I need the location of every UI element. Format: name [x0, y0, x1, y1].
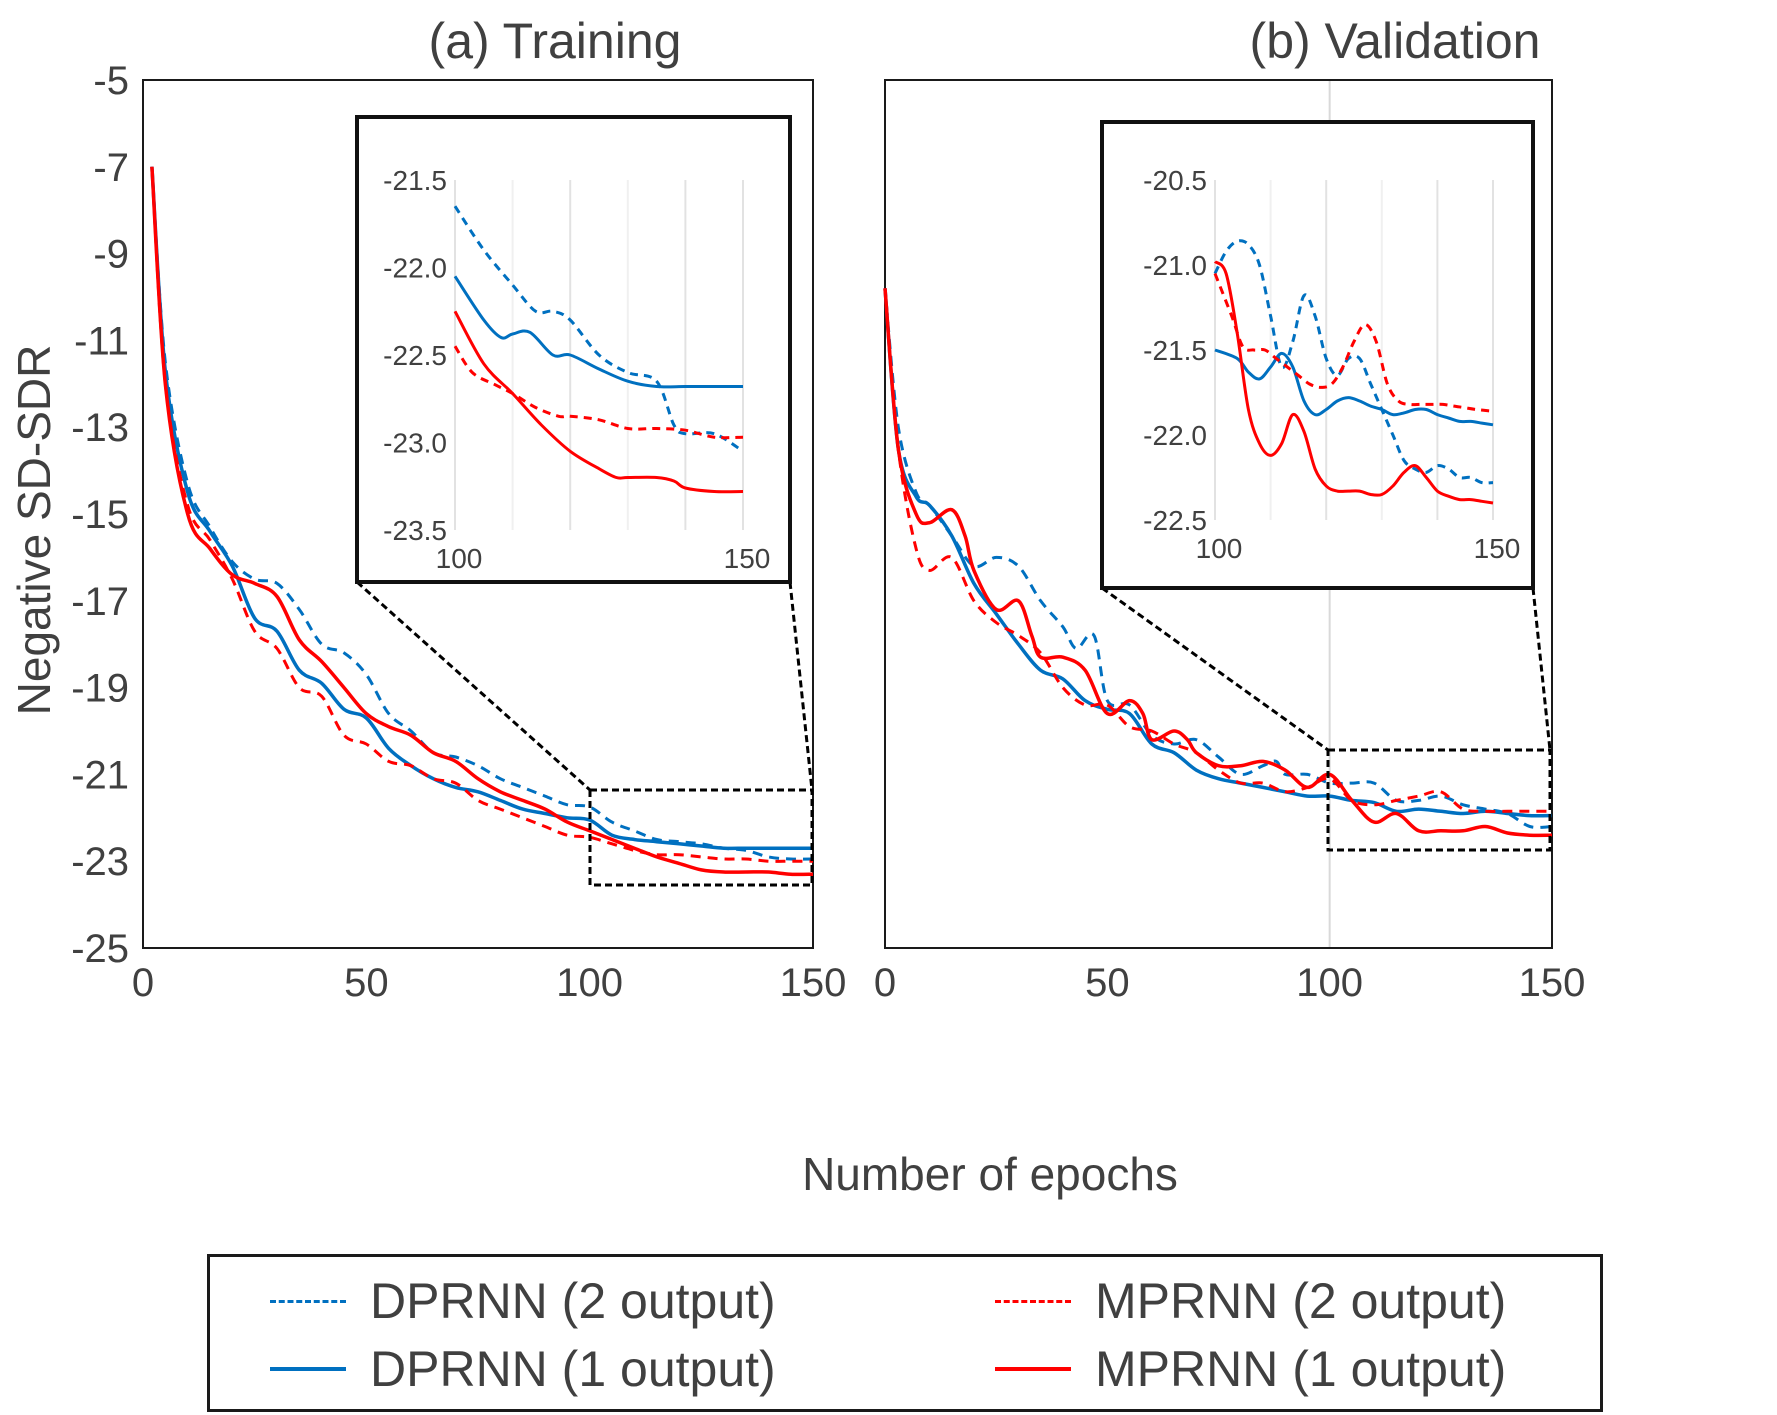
zoom-connector — [788, 581, 814, 791]
y-tick-label: -23 — [71, 840, 129, 884]
x-tick-label: 150 — [780, 961, 847, 1005]
zoom-region-box — [588, 788, 814, 887]
y-tick-label: -21 — [71, 753, 129, 797]
inset-y-tick-label: -21.5 — [1143, 335, 1207, 366]
legend-swatch — [270, 1299, 346, 1303]
x-tick-label: 100 — [556, 961, 623, 1005]
series-line — [883, 288, 1553, 838]
x-tick-label: 100 — [1296, 961, 1363, 1005]
zoom-connector — [1531, 587, 1552, 751]
y-tick-label: -15 — [71, 493, 129, 537]
panel-training: 0 50 100 150 -5 -7 -9 -11 -13 -15 -17 -19 -21 -23 -25 -… — [71, 59, 846, 1005]
inset-frame — [355, 115, 792, 584]
inset-series-line — [453, 345, 744, 440]
inset-y-tick-label: -21.5 — [383, 165, 447, 196]
legend: DPRNN (2 output) MPRNN (2 output) DPRNN … — [207, 1254, 1603, 1412]
legend-label: DPRNN (1 output) — [370, 1341, 776, 1397]
zoom-region-box — [1326, 748, 1552, 852]
inset-y-tick-label: -22.5 — [1143, 505, 1207, 536]
inset-y-tick-label: -22.0 — [1143, 420, 1207, 451]
y-tick-label: -5 — [93, 59, 129, 103]
x-tick-label: 50 — [1085, 961, 1130, 1005]
y-tick-label: -9 — [93, 233, 129, 277]
series-line — [150, 166, 813, 863]
y-tick-label: -25 — [71, 927, 129, 971]
inset-x-tick-label: 150 — [1474, 533, 1521, 564]
series-line — [150, 166, 814, 861]
series-line — [150, 166, 814, 877]
inset-series-line — [1213, 272, 1494, 413]
legend-label: DPRNN (2 output) — [370, 1273, 776, 1329]
y-tick-label: -19 — [71, 667, 129, 711]
y-tick-label: -13 — [71, 406, 129, 450]
zoom-connector — [1101, 586, 1329, 752]
chart-title-validation: (b) Validation — [1250, 13, 1541, 69]
legend-item-mprnn-2: MPRNN (2 output) — [995, 1271, 1506, 1331]
inset-y-tick-label: -22.5 — [383, 340, 447, 371]
x-tick-label: 0 — [874, 961, 896, 1005]
inset-y-tick-label: -22.0 — [383, 253, 447, 284]
legend-swatch — [995, 1299, 1071, 1303]
plot-frame — [142, 79, 814, 949]
x-axis-label: Number of epochs — [802, 1148, 1178, 1200]
inset-x-tick-label: 150 — [724, 543, 771, 574]
y-tick-label: -11 — [74, 319, 129, 363]
y-tick-label: -17 — [71, 580, 129, 624]
legend-item-dprnn-1: DPRNN (1 output) — [270, 1339, 776, 1399]
inset-series-line — [1213, 260, 1494, 505]
inset-y-tick-label: -20.5 — [1143, 165, 1207, 196]
legend-label: MPRNN (2 output) — [1095, 1273, 1507, 1329]
inset-y-tick-label: -23.5 — [383, 515, 447, 546]
inset-x-tick-label: 100 — [1196, 533, 1243, 564]
legend-item-mprnn-1: MPRNN (1 output) — [995, 1339, 1506, 1399]
x-tick-label: 0 — [132, 961, 154, 1005]
plot-frame — [884, 79, 1553, 949]
x-tick-label: 150 — [1519, 961, 1586, 1005]
y-tick-label: -7 — [93, 146, 129, 190]
series-line — [150, 166, 813, 851]
x-tick-label: 50 — [344, 961, 389, 1005]
inset-frame — [1100, 120, 1535, 590]
inset-series-line — [453, 310, 744, 494]
legend-swatch — [995, 1367, 1071, 1371]
series-line — [883, 288, 1553, 818]
y-axis-label: Negative SD-SDR — [8, 345, 60, 716]
inset-y-tick-label: -21.0 — [1143, 250, 1207, 281]
legend-swatch — [270, 1367, 346, 1371]
inset-series-line — [1214, 348, 1494, 427]
zoom-connector — [356, 580, 591, 792]
inset-series-line — [453, 275, 743, 389]
inset-series-line — [453, 205, 744, 453]
legend-item-dprnn-2: DPRNN (2 output) — [270, 1271, 776, 1331]
inset-y-tick-label: -23.0 — [383, 428, 447, 459]
chart-title-training: (a) Training — [429, 13, 682, 69]
legend-label: MPRNN (1 output) — [1095, 1341, 1507, 1397]
inset-x-tick-label: 100 — [436, 543, 483, 574]
